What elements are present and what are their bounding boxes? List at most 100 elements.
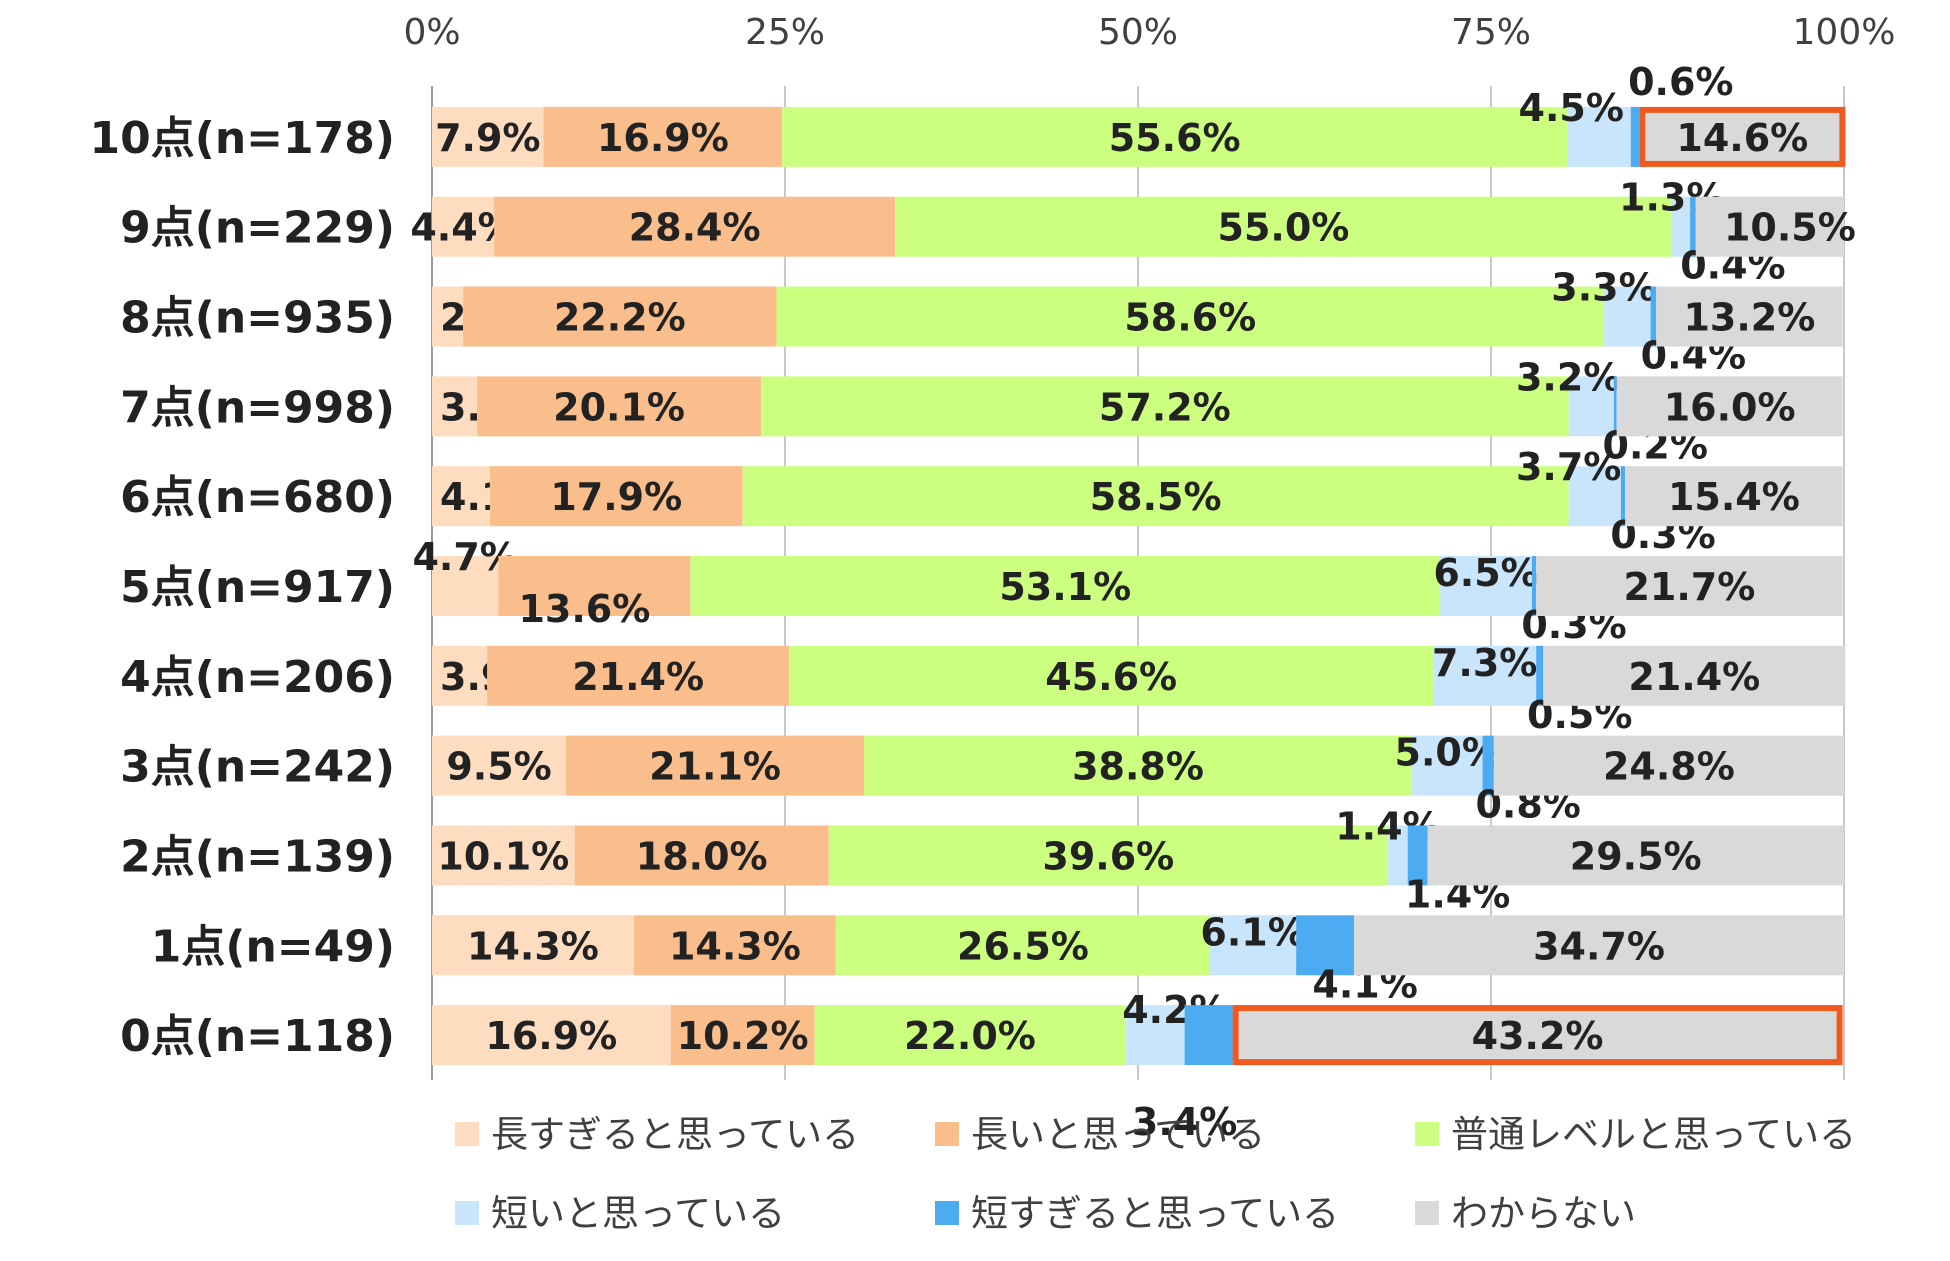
bar-segment — [1656, 286, 1843, 347]
data-label: 9.5% — [446, 745, 551, 789]
bar-segment — [432, 196, 495, 257]
category-label: 0点(n=118) — [120, 1011, 395, 1062]
data-label: 45.6% — [1045, 655, 1177, 699]
data-label: 43.2% — [1472, 1014, 1604, 1058]
legend-swatch — [935, 1122, 959, 1146]
bar-segment — [1125, 1005, 1185, 1066]
data-label: 7.9% — [435, 116, 540, 160]
bar-segment — [432, 915, 634, 976]
bar-segment — [574, 825, 829, 886]
bar-segment — [1695, 196, 1844, 257]
bar-segment — [1232, 1005, 1843, 1066]
x-tick-label: 100% — [1793, 12, 1896, 53]
x-tick-label: 25% — [745, 12, 825, 53]
data-label: 3.3% — [1551, 266, 1656, 310]
category-label: 6点(n=680) — [120, 472, 395, 523]
data-label: 55.0% — [1218, 206, 1350, 250]
bar-segment — [1440, 556, 1532, 616]
data-label: 22.0% — [904, 1014, 1036, 1058]
bar-segment — [432, 376, 478, 437]
bar-segment — [1482, 735, 1494, 796]
bar-segment — [1493, 735, 1844, 796]
data-label: 57.2% — [1099, 385, 1231, 429]
bar-segment — [789, 645, 1434, 706]
bar-segment — [828, 825, 1388, 886]
data-label: 16.0% — [1664, 385, 1796, 429]
data-label: 10.1% — [437, 834, 569, 878]
x-tick-label: 0% — [403, 12, 460, 53]
bar-segment — [1354, 915, 1844, 976]
category-label: 8点(n=935) — [120, 293, 395, 344]
bar-segment — [498, 556, 691, 616]
highlight-box — [1639, 106, 1846, 167]
data-label: 21.7% — [1623, 565, 1755, 609]
legend-swatch — [455, 1122, 479, 1146]
bar-segment — [1210, 915, 1297, 976]
data-label: 10.5% — [1724, 206, 1856, 250]
bar-segment — [760, 376, 1569, 437]
bar-segment — [1568, 466, 1621, 527]
category-label: 7点(n=998) — [120, 382, 395, 433]
data-label: 4.5% — [1519, 86, 1624, 130]
data-label: 3.7% — [1516, 445, 1621, 489]
data-label: 7.3% — [1432, 641, 1537, 685]
x-tick-label: 50% — [1098, 12, 1178, 53]
bar-segment — [1568, 376, 1614, 437]
category-label: 10点(n=178) — [90, 113, 396, 164]
data-label: 0.6% — [1628, 60, 1733, 104]
bar-segment — [1427, 825, 1844, 886]
bar-segment — [782, 106, 1568, 167]
legend-label: 長いと思っている — [971, 1113, 1265, 1156]
bar-segment — [487, 645, 790, 706]
bar-segment — [670, 1005, 815, 1066]
data-label: 21.1% — [649, 745, 781, 789]
bar-segment — [835, 915, 1211, 976]
bar-segment — [1536, 645, 1544, 706]
data-label: 22.2% — [554, 296, 686, 340]
legend-label: 長すぎると思っている — [491, 1113, 859, 1156]
bar-segment — [432, 825, 575, 886]
data-label: 29.5% — [1570, 834, 1702, 878]
bar-segment — [463, 286, 777, 347]
data-label: 16.9% — [485, 1014, 617, 1058]
bar-segment — [1630, 106, 1640, 167]
data-label: 38.8% — [1072, 745, 1204, 789]
data-label: 14.3% — [669, 924, 801, 968]
legend-label: 短すぎると思っている — [971, 1192, 1339, 1235]
category-label: 2点(n=139) — [120, 831, 395, 882]
data-label: 14.6% — [1676, 116, 1808, 160]
bar-segment — [1639, 106, 1846, 167]
bar-segment — [1613, 376, 1617, 437]
bar-segment — [864, 735, 1412, 796]
highlight-box — [1232, 1005, 1843, 1066]
legend-swatch — [935, 1201, 959, 1225]
data-label: 5.0% — [1395, 731, 1500, 775]
category-label: 1点(n=49) — [151, 921, 395, 972]
data-label: 28.4% — [629, 206, 761, 250]
category-label: 4点(n=206) — [120, 652, 395, 703]
data-label: 6.1% — [1200, 910, 1305, 954]
legend-swatch — [1415, 1201, 1439, 1225]
data-label: 18.0% — [636, 834, 768, 878]
bar-segment — [489, 466, 743, 527]
data-label: 10.2% — [677, 1014, 809, 1058]
bar-segment — [477, 376, 761, 437]
bar-segment — [895, 196, 1672, 257]
bar-segment — [432, 106, 544, 167]
data-label: 55.6% — [1109, 116, 1241, 160]
bar-segment — [494, 196, 896, 257]
bar-segment — [1531, 556, 1537, 616]
data-label: 26.5% — [957, 924, 1089, 968]
data-label: 3.4% — [1132, 1100, 1237, 1144]
bar-segment — [1620, 466, 1626, 527]
bar-segment — [690, 556, 1441, 616]
data-label: 13.2% — [1683, 296, 1815, 340]
bar-segment — [1411, 735, 1483, 796]
data-label: 16.9% — [597, 116, 729, 160]
bar-segment — [566, 735, 865, 796]
bar-segment — [1650, 286, 1657, 347]
data-label: 21.4% — [572, 655, 704, 699]
data-label: 6.5% — [1433, 551, 1538, 595]
data-label: 17.9% — [550, 475, 682, 519]
